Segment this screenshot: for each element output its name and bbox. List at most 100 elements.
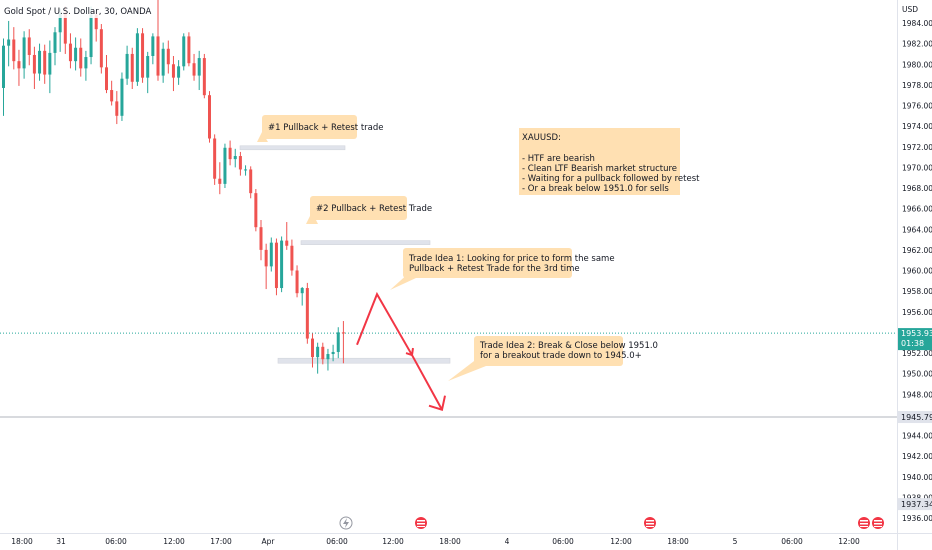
bearish-candle[interactable] <box>208 95 211 139</box>
bullish-candle[interactable] <box>161 48 165 76</box>
bullish-candle[interactable] <box>269 242 273 267</box>
bearish-candle[interactable] <box>218 178 222 184</box>
note-trade-idea-1[interactable]: Trade Idea 1: Looking for price to form … <box>403 248 615 278</box>
candles[interactable] <box>2 0 345 374</box>
bearish-candle[interactable] <box>110 90 114 102</box>
bullish-candle[interactable] <box>244 169 248 171</box>
note-summary[interactable]: XAUUSD: - HTF are bearish - Clean LTF Be… <box>519 128 700 195</box>
bullish-candle[interactable] <box>177 66 181 78</box>
bearish-candle[interactable] <box>115 101 119 116</box>
bearish-candle[interactable] <box>63 13 67 44</box>
bullish-candle[interactable] <box>48 52 52 75</box>
note-pullback-retest-2[interactable]: #2 Pullback + Retest Trade <box>310 196 432 220</box>
price-tick-label: 1958.000 <box>902 287 932 296</box>
bearish-candle[interactable] <box>32 54 36 74</box>
summary-line: - HTF are bearish <box>522 154 595 164</box>
bullish-candle[interactable] <box>38 50 42 74</box>
lightning-event-icon[interactable] <box>339 516 353 530</box>
bullish-candle[interactable] <box>7 39 11 46</box>
retest-zone-2[interactable] <box>300 240 431 245</box>
bearish-candle[interactable] <box>141 33 145 78</box>
bearish-candle[interactable] <box>254 193 258 228</box>
bullish-candle[interactable] <box>151 36 155 56</box>
bearish-candle[interactable] <box>187 36 191 64</box>
bearish-candle[interactable] <box>156 36 160 76</box>
bearish-candle[interactable] <box>43 50 47 75</box>
bullish-candle[interactable] <box>74 47 78 62</box>
bullish-candle[interactable] <box>146 56 150 78</box>
bearish-candle[interactable] <box>341 332 345 334</box>
bullish-candle[interactable] <box>331 351 335 355</box>
note-pullback-retest-1[interactable]: #1 Pullback + Retest trade <box>262 115 384 139</box>
projection-path[interactable] <box>356 291 443 411</box>
bearish-candle[interactable] <box>249 169 253 194</box>
us-flag-event-icon[interactable] <box>872 517 884 529</box>
bearish-candle[interactable] <box>285 240 289 246</box>
bearish-candle[interactable] <box>305 288 309 339</box>
symbol-title[interactable]: Gold Spot / U.S. Dollar, 30, OANDA <box>4 7 151 17</box>
bullish-candle[interactable] <box>197 58 201 76</box>
bearish-candle[interactable] <box>12 39 16 62</box>
bullish-candle[interactable] <box>53 32 57 53</box>
summary-line: - Clean LTF Bearish market structure <box>522 164 677 174</box>
bullish-candle[interactable] <box>326 354 330 360</box>
bearish-candle[interactable] <box>213 138 217 179</box>
bearish-candle[interactable] <box>192 63 196 76</box>
bullish-candle[interactable] <box>2 45 5 88</box>
bearish-candle[interactable] <box>27 37 31 55</box>
bearish-candle[interactable] <box>311 338 314 358</box>
retest-zone-3[interactable] <box>277 357 451 364</box>
note-1-text: #1 Pullback + Retest trade <box>268 123 384 133</box>
bearish-candle[interactable] <box>99 29 103 68</box>
bearish-candle[interactable] <box>290 245 294 271</box>
bullish-candle[interactable] <box>89 14 93 58</box>
us-flag-event-icon[interactable] <box>415 517 427 529</box>
price-tick-label: 1962.000 <box>902 246 932 255</box>
time-tick-label: 06:00 <box>326 537 348 546</box>
bullish-candle[interactable] <box>120 78 124 116</box>
us-flag-event-icon[interactable] <box>858 517 870 529</box>
time-tick-label: 31 <box>56 537 66 546</box>
bearish-candle[interactable] <box>171 64 175 78</box>
bearish-candle[interactable] <box>68 43 72 62</box>
price-tick-label: 1940.000 <box>902 473 932 482</box>
note-trade-idea-2[interactable]: Trade Idea 2: Break & Close below 1951.0… <box>474 336 658 366</box>
bullish-candle[interactable] <box>135 33 139 82</box>
price-tick-label: 1970.000 <box>902 163 932 172</box>
retest-zone-1[interactable] <box>239 145 346 151</box>
bullish-candle[interactable] <box>223 147 227 184</box>
bearish-candle[interactable] <box>321 346 325 360</box>
bullish-candle[interactable] <box>316 346 320 358</box>
bearish-candle[interactable] <box>274 242 278 289</box>
price-tick-label: 1976.000 <box>902 102 932 111</box>
price-axis-background[interactable] <box>897 0 932 550</box>
summary-line: - Waiting for a pullback followed by ret… <box>522 174 700 184</box>
bearish-candle[interactable] <box>238 156 242 170</box>
bullish-candle[interactable] <box>125 53 129 79</box>
bullish-candle[interactable] <box>300 288 304 294</box>
price-tick-label: 1950.000 <box>902 370 932 379</box>
us-flag-event-icon[interactable] <box>644 517 656 529</box>
bearish-candle[interactable] <box>130 53 134 82</box>
bearish-candle[interactable] <box>105 67 108 91</box>
bullish-candle[interactable] <box>280 240 284 289</box>
bearish-candle[interactable] <box>202 58 206 96</box>
bearish-candle[interactable] <box>228 147 232 160</box>
projection-arrowhead[interactable] <box>428 395 446 411</box>
bearish-candle[interactable] <box>17 61 21 69</box>
bearish-candle[interactable] <box>259 227 263 250</box>
bearish-candle[interactable] <box>94 14 98 30</box>
bullish-candle[interactable] <box>84 57 88 69</box>
level-label-2: 1937.348 <box>901 500 932 509</box>
bullish-candle[interactable] <box>233 156 237 160</box>
bearish-candle[interactable] <box>79 47 83 69</box>
projection-arrow[interactable] <box>356 291 446 411</box>
bullish-candle[interactable] <box>182 36 186 67</box>
bearish-candle[interactable] <box>264 249 268 267</box>
bearish-candle[interactable] <box>166 48 170 65</box>
bullish-candle[interactable] <box>58 13 62 33</box>
bullish-candle[interactable] <box>336 332 340 352</box>
bearish-candle[interactable] <box>295 270 299 294</box>
bullish-candle[interactable] <box>22 37 26 69</box>
